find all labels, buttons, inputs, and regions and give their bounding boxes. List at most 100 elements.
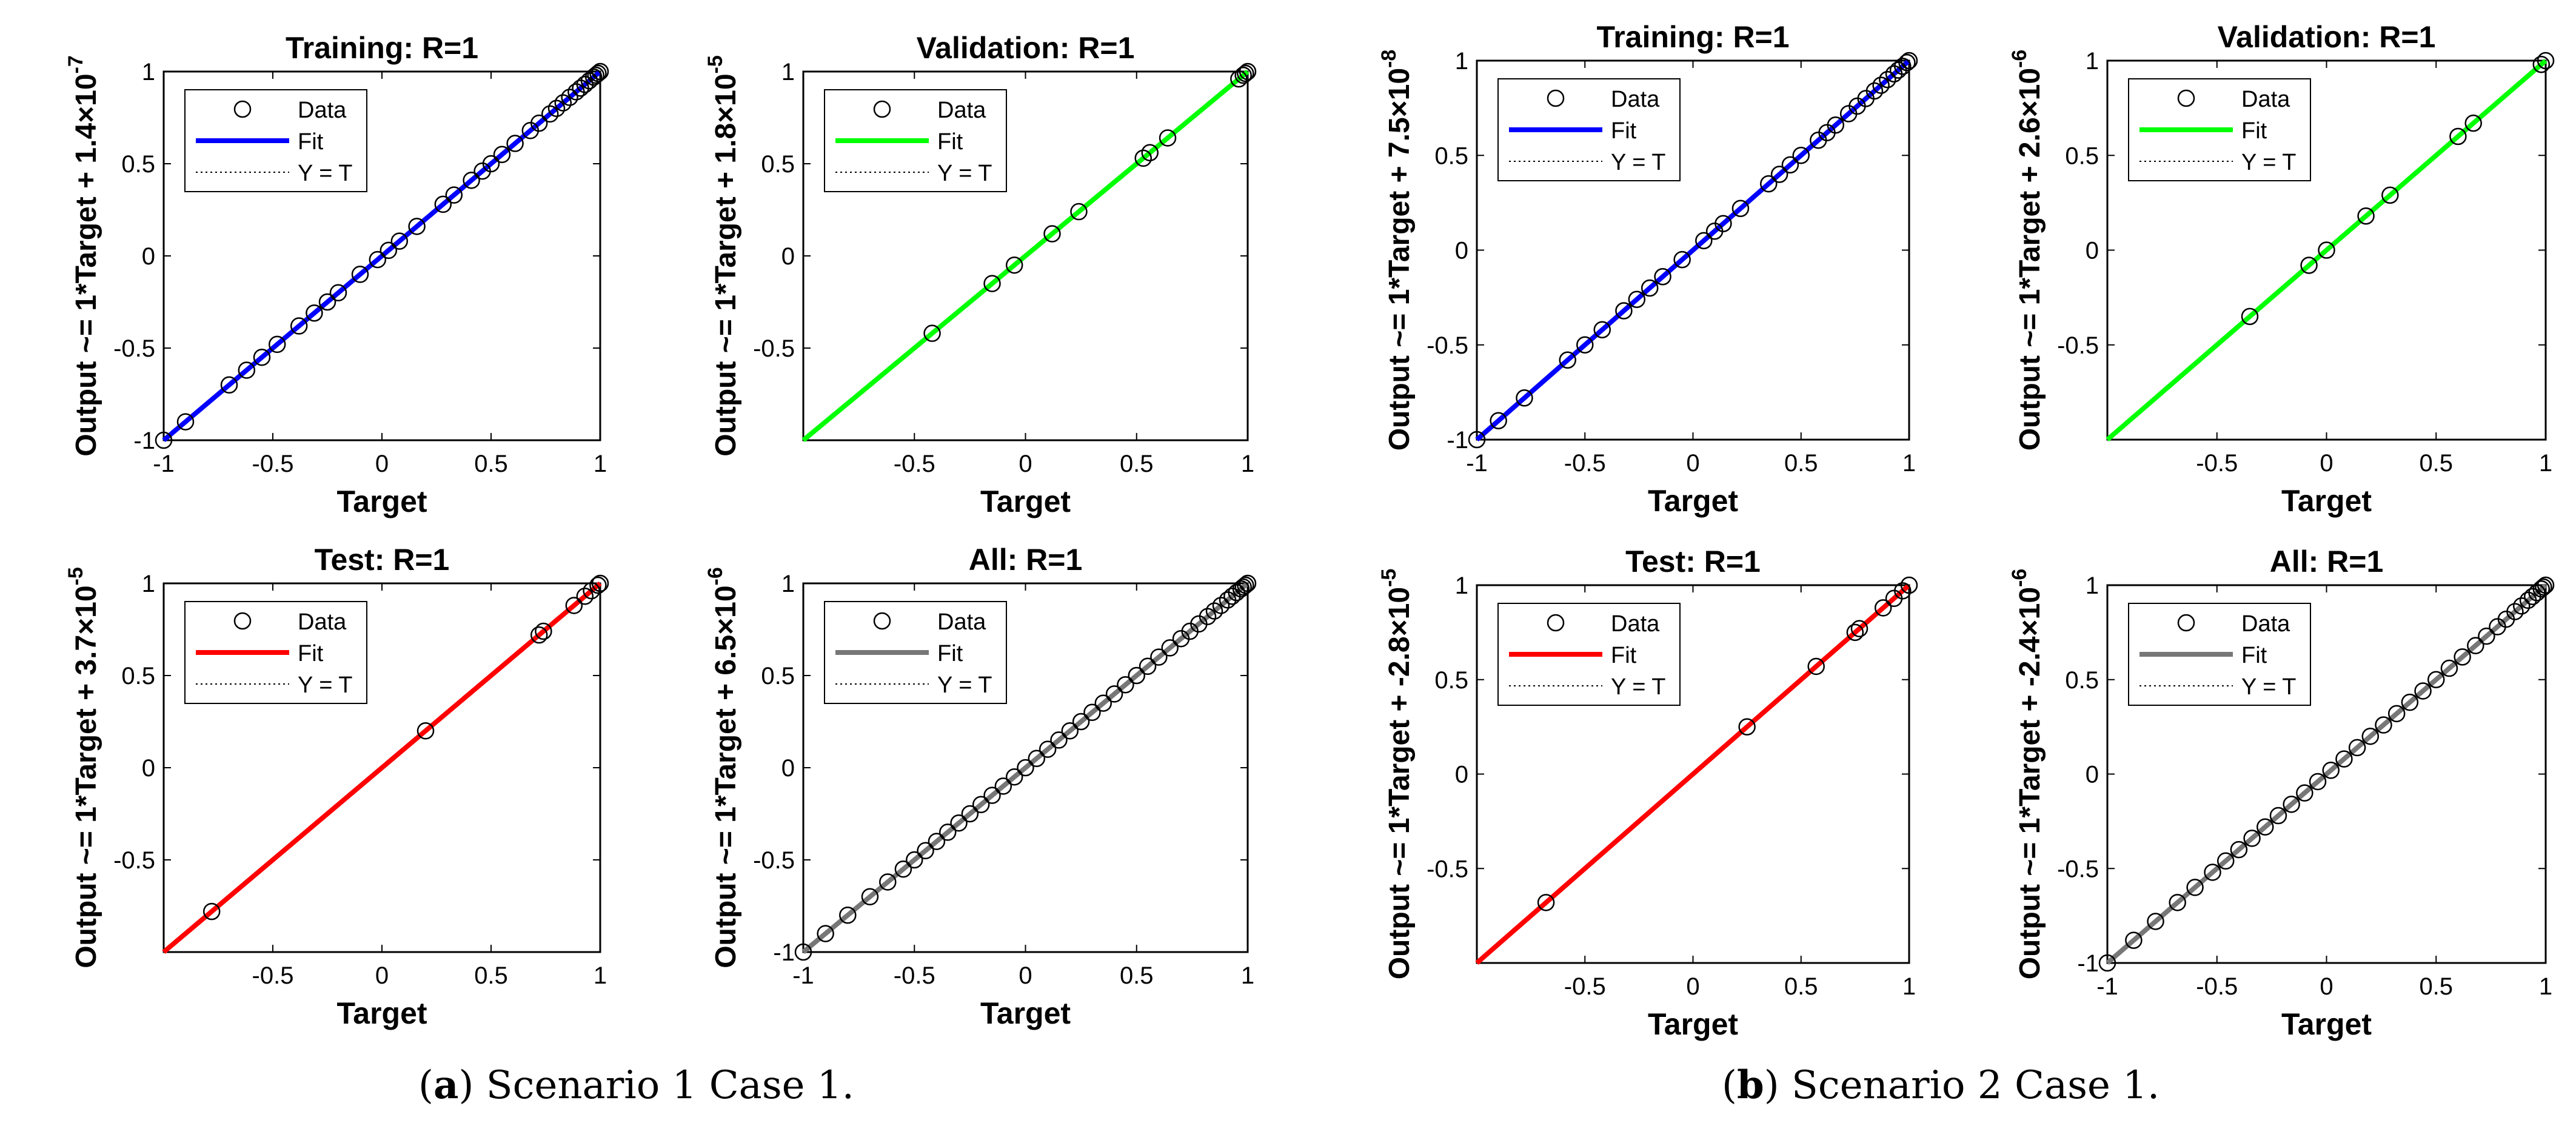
s1-all-data-point xyxy=(906,851,923,869)
s1-training-data-point xyxy=(253,348,271,366)
s2-all-data-point xyxy=(2147,913,2164,930)
s2-training-data-point xyxy=(1654,268,1671,286)
s1-training-legend-data-marker xyxy=(233,100,252,118)
s1-all-title: All: R=1 xyxy=(969,543,1083,577)
s2-validation-xlabel: Target xyxy=(2281,484,2372,518)
caption-b-text: Scenario 2 Case 1. xyxy=(1791,1063,2160,1108)
s1-validation-data-point xyxy=(1070,203,1088,221)
s2-validation-y-tick-label: 1 xyxy=(2086,48,2099,75)
s1-test-x-tick-label: 1 xyxy=(594,962,607,989)
s1-training-data-point xyxy=(390,232,409,250)
s2-all-y-tick-label: -0.5 xyxy=(2057,856,2099,882)
s2-all-xlabel: Target xyxy=(2281,1007,2372,1041)
s2-test-x-tick-label: 0 xyxy=(1686,973,1699,1000)
s1-all-data-point xyxy=(1028,750,1046,768)
s2-all-data-point xyxy=(2309,773,2327,791)
s2-all-fit-line xyxy=(2106,583,2548,965)
s2-all-legend-fit-label: Fit xyxy=(2241,643,2267,668)
s2-all-data-point xyxy=(2532,580,2551,598)
s2-validation-x-tick-label: 1 xyxy=(2539,450,2552,477)
s2-test-data-point xyxy=(1850,620,1868,637)
caption-a-text: Scenario 1 Case 1. xyxy=(486,1063,854,1108)
s1-all-data-point xyxy=(1005,768,1023,786)
s2-all-data-point xyxy=(2098,954,2116,972)
s2-training-data-point xyxy=(1731,200,1750,217)
s1-validation-x-tick-label: 0 xyxy=(1019,451,1032,477)
s1-training-data-point xyxy=(380,241,398,260)
s2-training-legend-fit-label: Fit xyxy=(1611,118,1637,144)
caption-a-label: a xyxy=(433,1062,459,1108)
s1-training-data-point xyxy=(369,250,387,269)
s2-test-legend-data-marker xyxy=(1547,614,1565,632)
s2-all-data-point xyxy=(2440,659,2458,677)
s2-validation-title: Validation: R=1 xyxy=(2218,20,2436,54)
s1-all-legend-data-marker xyxy=(873,612,891,630)
s1-all-data-point xyxy=(1234,578,1252,596)
s2-all-data-point xyxy=(2454,648,2471,666)
s2-test-data-point xyxy=(1807,657,1825,676)
s1-training-data-point xyxy=(268,335,286,354)
s1-all-data-point xyxy=(972,796,990,814)
s1-test-data-point xyxy=(576,588,594,605)
s1-all-data-point xyxy=(917,842,934,860)
s2-test-xlabel: Target xyxy=(1648,1007,1738,1041)
s2-validation-x-tick-label: -0.5 xyxy=(2196,450,2238,477)
s2-all-data-point xyxy=(2269,807,2287,825)
s1-training-data-point xyxy=(584,68,603,86)
s1-all-y-tick-label: 1 xyxy=(781,571,795,597)
s2-test-y-tick-label: 1 xyxy=(1455,572,1468,599)
s2-training-legend-data-label: Data xyxy=(1611,87,1660,112)
s1-test-data-point xyxy=(530,626,548,644)
s2-training-x-tick-label: 1 xyxy=(1902,450,1916,477)
s1-all-data-point xyxy=(1205,602,1223,620)
s2-test-legend-data-label: Data xyxy=(1611,611,1660,637)
s2-validation-y-tick-label: 0.5 xyxy=(2065,143,2099,169)
s2-training-x-tick-label: -0.5 xyxy=(1564,450,1606,477)
s2-all-data-point xyxy=(2230,840,2248,859)
s1-test-ylabel: Output ~= 1*Target + 3.7×10-5 xyxy=(64,567,102,968)
s1-training-data-point xyxy=(541,105,559,123)
s1-test-data-point xyxy=(417,722,435,740)
s1-all-data-point xyxy=(894,860,912,878)
s1-training-data-point xyxy=(554,94,572,112)
s1-training-y-tick-label: 0.5 xyxy=(121,151,155,178)
s2-training-fit-line xyxy=(1475,58,1911,442)
s1-validation-legend-data-marker xyxy=(873,100,891,118)
s2-training-data-point xyxy=(1770,166,1788,183)
s1-all-data-point xyxy=(1117,676,1134,694)
s1-all-y-tick-label: 0.5 xyxy=(761,663,795,689)
s1-all-data-point xyxy=(1128,666,1145,685)
s1-validation-data-point xyxy=(1234,66,1252,84)
s1-test-y-tick-label: 0 xyxy=(142,755,155,782)
s2-training-data-point xyxy=(1615,302,1633,320)
s1-all-data-point xyxy=(1039,740,1057,758)
s2-all-title: All: R=1 xyxy=(2270,545,2384,579)
s1-training-legend-data-label: Data xyxy=(298,98,347,123)
s1-all-data-point xyxy=(1212,597,1230,614)
s2-all-x-tick-label: -1 xyxy=(2096,973,2118,1000)
s1-training-x-tick-label: 0.5 xyxy=(474,451,508,477)
s2-validation-legend-fit-label: Fit xyxy=(2241,118,2267,144)
s1-all-data-point xyxy=(1239,574,1257,592)
s2-all-data-point xyxy=(2216,852,2235,870)
s1-validation-y-tick-label: 0 xyxy=(781,243,795,270)
s1-validation-xlabel: Target xyxy=(980,485,1071,518)
s1-all-xlabel: Target xyxy=(980,996,1071,1030)
s2-training-y-tick-label: -1 xyxy=(1447,427,1468,454)
s1-test-xlabel: Target xyxy=(336,996,427,1030)
s1-all-panel: -1 -0.5 0 0.5 1 -1 -0.5 0 0.5 1 All: R=1 Target Outp… xyxy=(704,543,1257,1030)
s2-test-y-tick-label: 0 xyxy=(1455,762,1468,788)
s2-validation-data-point xyxy=(2300,257,2318,274)
s1-all-fit-line xyxy=(801,581,1250,954)
s1-all-data-point xyxy=(938,823,957,841)
s1-all-data-point xyxy=(1232,580,1250,598)
s1-validation-data-point xyxy=(1141,144,1159,162)
s1-test-legend-ident-label: Y = T xyxy=(298,672,353,698)
s2-all-legend-ident-label: Y = T xyxy=(2241,674,2297,700)
s2-all-data-point xyxy=(2537,576,2555,594)
s1-validation-legend-fit-label: Fit xyxy=(937,129,963,155)
s2-training-data-point xyxy=(1872,76,1890,94)
s1-test-data-point xyxy=(589,576,607,594)
s2-all-data-point xyxy=(2348,739,2366,757)
s2-training-ylabel: Output ~= 1*Target + 7.5×10-8 xyxy=(1377,50,1416,451)
